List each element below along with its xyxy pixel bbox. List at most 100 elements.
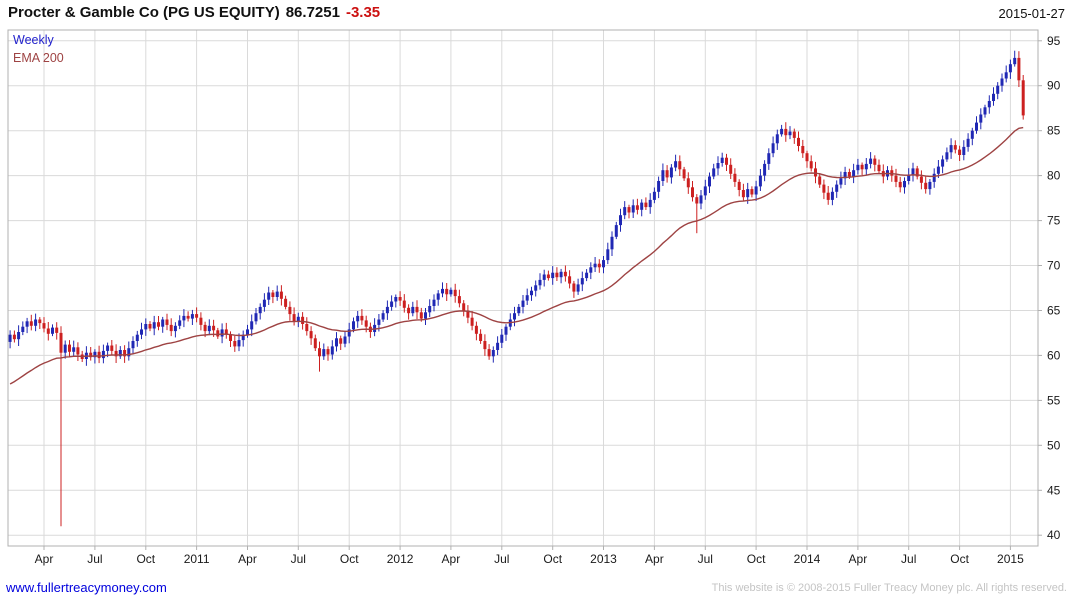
candle — [576, 278, 580, 295]
candle — [55, 322, 59, 340]
candle — [771, 136, 775, 158]
candle — [784, 122, 788, 142]
y-axis-label: 50 — [1047, 438, 1061, 452]
candle — [788, 126, 792, 140]
candle — [127, 341, 131, 361]
candle — [682, 166, 686, 181]
candle — [644, 197, 648, 210]
candle — [593, 257, 597, 272]
candle — [585, 269, 589, 282]
y-axis-label: 95 — [1047, 34, 1061, 48]
candle — [975, 116, 978, 134]
candle — [826, 186, 830, 205]
candle — [983, 104, 987, 118]
candle — [42, 317, 46, 333]
candle — [674, 154, 678, 172]
candle — [131, 336, 135, 354]
candle — [602, 256, 605, 274]
candle — [1008, 59, 1012, 79]
candle — [780, 124, 784, 137]
candle — [589, 262, 593, 280]
candle — [89, 347, 93, 361]
candle — [767, 148, 771, 170]
last-price: 86.7251 — [285, 4, 340, 21]
candle — [530, 286, 533, 301]
candle — [233, 335, 237, 352]
candle — [809, 155, 813, 172]
candle — [415, 300, 419, 319]
candle — [551, 266, 555, 285]
candle — [178, 315, 182, 330]
candle — [487, 344, 491, 360]
candle — [343, 330, 347, 348]
candle — [63, 340, 67, 359]
candle — [313, 334, 317, 351]
candle — [339, 335, 343, 350]
candle — [381, 310, 385, 322]
candle — [504, 324, 508, 341]
candle — [292, 307, 296, 326]
candle — [34, 313, 38, 332]
candle — [449, 287, 453, 297]
candle — [775, 129, 779, 150]
candle — [335, 332, 338, 352]
candle — [568, 270, 572, 289]
candle — [288, 301, 292, 321]
candle — [326, 346, 330, 361]
y-axis-label: 90 — [1047, 79, 1061, 93]
y-axis-label: 70 — [1047, 259, 1061, 273]
candle — [398, 291, 402, 306]
candle — [695, 194, 699, 234]
price-change: -3.35 — [345, 4, 381, 21]
candle — [322, 343, 326, 360]
candle — [428, 299, 432, 318]
candle — [296, 312, 300, 328]
candle — [699, 190, 703, 210]
y-axis-label: 85 — [1047, 124, 1061, 138]
candle — [958, 145, 962, 161]
footer-website-link[interactable]: www.fullertreacymoney.com — [6, 580, 167, 595]
candle — [318, 341, 321, 372]
y-axis-label: 40 — [1047, 528, 1061, 542]
candle — [453, 283, 457, 303]
x-axis-label: 2011 — [184, 552, 210, 566]
candle — [229, 331, 232, 347]
candle — [623, 201, 627, 220]
candle — [691, 181, 694, 202]
candle — [945, 147, 949, 162]
candle — [483, 334, 487, 356]
candle — [792, 128, 796, 144]
x-axis-label: Apr — [238, 552, 257, 566]
candle — [610, 231, 614, 256]
as-of-date: 2015-01-27 — [998, 6, 1066, 21]
candle — [17, 325, 21, 346]
legend-interval: Weekly — [13, 33, 54, 47]
candle — [123, 345, 127, 363]
candle — [368, 322, 372, 338]
candle — [614, 221, 618, 240]
x-axis-label: Apr — [35, 552, 54, 566]
candle — [474, 321, 478, 341]
candle — [521, 295, 525, 314]
y-axis-label: 75 — [1047, 214, 1061, 228]
y-axis-label: 45 — [1047, 483, 1061, 497]
candle — [267, 286, 271, 305]
candle — [462, 300, 466, 317]
footer-copyright: This website is © 2008-2015 Fuller Treac… — [711, 582, 1067, 594]
x-axis-label: Oct — [543, 552, 562, 566]
candle — [932, 168, 936, 188]
candle — [754, 180, 758, 201]
candle — [432, 294, 436, 312]
candle — [962, 140, 966, 161]
candle — [97, 345, 101, 364]
candle — [949, 138, 953, 159]
x-axis-label: Jul — [901, 552, 916, 566]
candle — [818, 173, 822, 188]
candle — [852, 163, 856, 184]
candle — [708, 172, 711, 193]
candle — [597, 259, 601, 273]
x-axis-label: Jul — [494, 552, 509, 566]
candle — [635, 198, 639, 215]
candle — [237, 333, 241, 352]
